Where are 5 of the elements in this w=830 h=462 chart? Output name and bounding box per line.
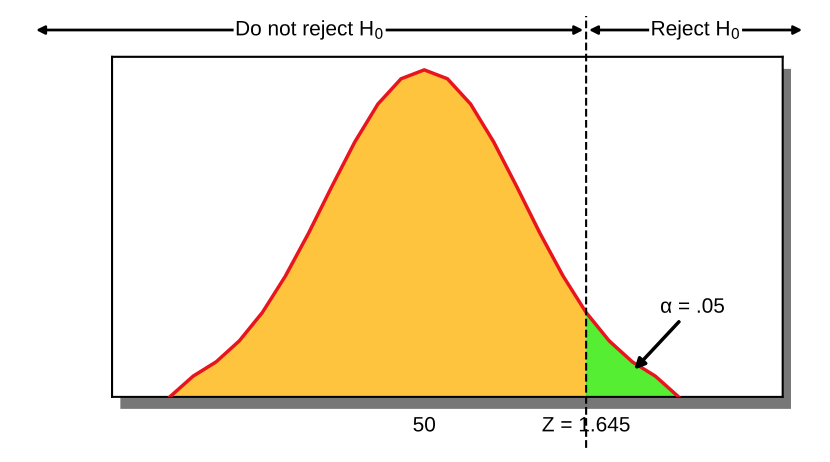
annotation: α = .05 bbox=[661, 298, 724, 313]
text: Reject H$_{0}$ bbox=[652, 20, 740, 40]
text: Do not reject H$_{0}$ bbox=[236, 20, 383, 40]
x-tick-label: Z = 1.645 bbox=[542, 416, 630, 432]
x-tick-label: 50 bbox=[413, 416, 436, 432]
